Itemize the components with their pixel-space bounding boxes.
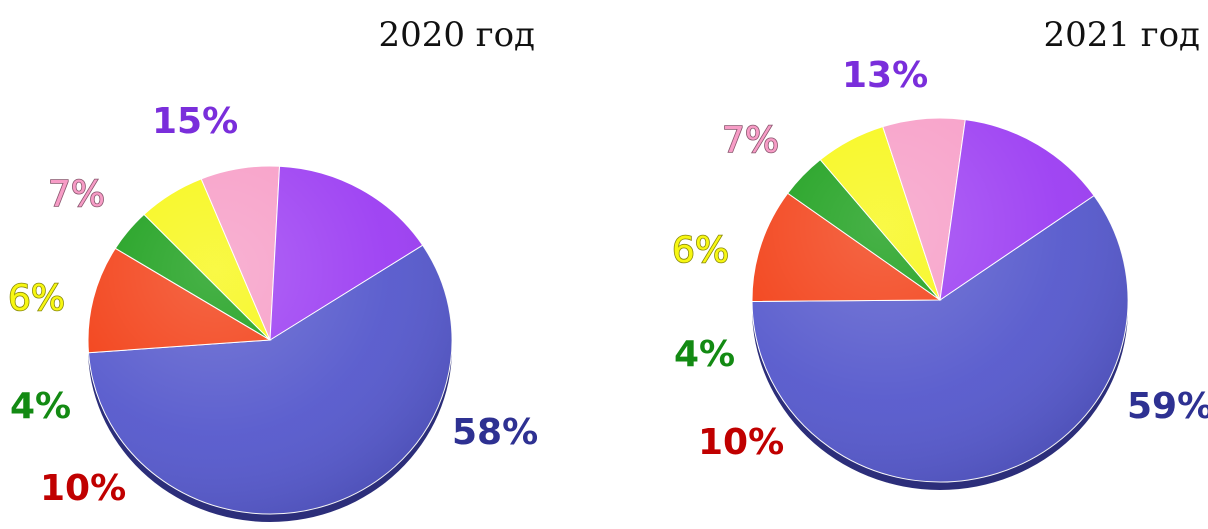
slice-label: 4% <box>674 334 735 375</box>
pie-chart-2020: 2020 год 58% 10% 4% 6% 7% 15% <box>7 15 538 522</box>
slice-label: 6% <box>672 230 729 271</box>
slice-label: 4% <box>10 386 71 427</box>
slice-label: 59% <box>1127 386 1208 427</box>
slice-labels-2020: 58% 10% 4% 6% 7% 15% <box>7 101 538 509</box>
slice-label: 15% <box>152 101 238 142</box>
slice-label: 10% <box>40 468 126 509</box>
slice-label: 10% <box>698 422 784 463</box>
pie-gloss <box>752 118 1128 482</box>
pie-chart-2021: 2021 год 59% 10% 4% 6% 7% 13% <box>671 15 1208 490</box>
slice-labels-2021: 59% 10% 4% 6% 7% 13% <box>671 55 1208 463</box>
pie-2020 <box>87 165 453 522</box>
pie-gloss <box>88 166 452 514</box>
chart-title-2021: 2021 год <box>1043 15 1200 55</box>
slice-label: 13% <box>842 55 928 96</box>
slice-label: 6% <box>8 278 65 319</box>
pie-2021 <box>751 117 1129 490</box>
slice-label: 7% <box>722 120 779 161</box>
slice-label: 58% <box>452 412 538 453</box>
slice-label: 7% <box>48 174 105 215</box>
chart-title-2020: 2020 год <box>378 15 535 55</box>
